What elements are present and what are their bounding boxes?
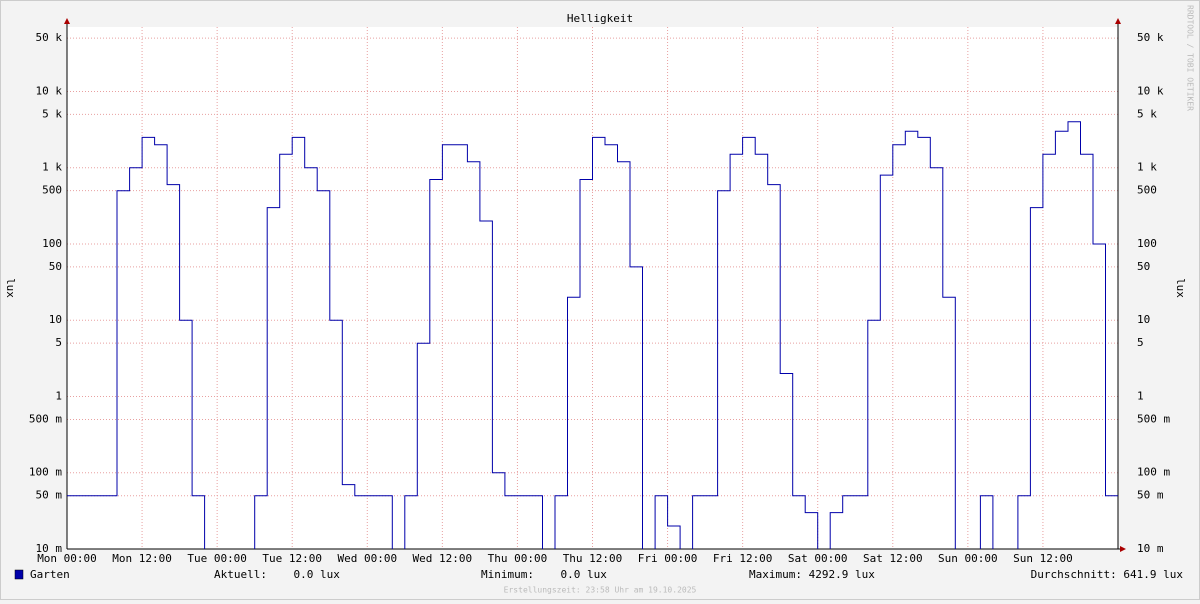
y-tick-label-right: 100 [1137, 237, 1157, 250]
y-tick-label-right: 50 m [1137, 489, 1164, 502]
axis-arrow [1115, 18, 1121, 24]
y-axis-label: lux [4, 278, 17, 298]
y-axis-label-right: lux [1174, 278, 1187, 298]
chart-title: Helligkeit [567, 12, 633, 25]
y-tick-label: 5 k [42, 107, 62, 120]
footer: Erstellungszeit: 23:58 Uhr am 19.10.2025 [504, 586, 697, 595]
y-tick-label: 50 k [36, 31, 63, 44]
x-tick-label: Thu 12:00 [563, 552, 623, 565]
x-tick-label: Sat 12:00 [863, 552, 923, 565]
x-tick-label: Sun 00:00 [938, 552, 998, 565]
x-tick-label: Thu 00:00 [488, 552, 548, 565]
x-tick-label: Mon 00:00 [37, 552, 97, 565]
y-tick-label-right: 1 [1137, 389, 1144, 402]
axis-arrow [64, 18, 70, 24]
y-tick-label-right: 5 [1137, 336, 1144, 349]
y-tick-label-right: 500 [1137, 184, 1157, 197]
y-tick-label: 50 [49, 260, 62, 273]
data-line [67, 121, 1118, 549]
y-tick-label: 500 m [29, 412, 62, 425]
y-tick-label: 500 [42, 184, 62, 197]
x-tick-label: Sun 12:00 [1013, 552, 1073, 565]
y-tick-label: 1 [55, 389, 62, 402]
x-tick-label: Sat 00:00 [788, 552, 848, 565]
y-tick-label: 50 m [36, 489, 63, 502]
stat: Aktuell: 0.0 lux [214, 568, 340, 581]
y-tick-label-right: 1 k [1137, 161, 1157, 174]
y-tick-label-right: 10 k [1137, 84, 1164, 97]
y-tick-label: 10 k [36, 84, 63, 97]
x-tick-label: Wed 00:00 [337, 552, 397, 565]
y-tick-label: 10 [49, 313, 62, 326]
y-tick-label: 10 m [36, 542, 63, 555]
y-tick-label: 5 [55, 336, 62, 349]
x-tick-label: Wed 12:00 [413, 552, 473, 565]
stat: Minimum: 0.0 lux [481, 568, 607, 581]
stat: Maximum: 4292.9 lux [749, 568, 875, 581]
x-tick-label: Tue 00:00 [187, 552, 247, 565]
y-tick-label-right: 100 m [1137, 466, 1170, 479]
axis-arrow [1120, 546, 1126, 552]
y-tick-label-right: 5 k [1137, 107, 1157, 120]
y-tick-label-right: 10 m [1137, 542, 1164, 555]
y-tick-label-right: 10 [1137, 313, 1150, 326]
x-tick-label: Mon 12:00 [112, 552, 172, 565]
y-tick-label-right: 50 k [1137, 31, 1164, 44]
y-tick-label-right: 500 m [1137, 412, 1170, 425]
watermark: RRDTOOL / TOBI OETIKER [1186, 5, 1195, 111]
y-tick-label: 100 [42, 237, 62, 250]
x-tick-label: Fri 12:00 [713, 552, 773, 565]
x-tick-label: Tue 12:00 [262, 552, 322, 565]
legend-swatch [14, 569, 24, 580]
y-tick-label-right: 50 [1137, 260, 1150, 273]
stat: Durchschnitt: 641.9 lux [1031, 568, 1184, 581]
y-tick-label: 1 k [42, 161, 62, 174]
x-tick-label: Fri 00:00 [638, 552, 698, 565]
y-tick-label: 100 m [29, 466, 62, 479]
legend-label: Garten [30, 568, 70, 581]
